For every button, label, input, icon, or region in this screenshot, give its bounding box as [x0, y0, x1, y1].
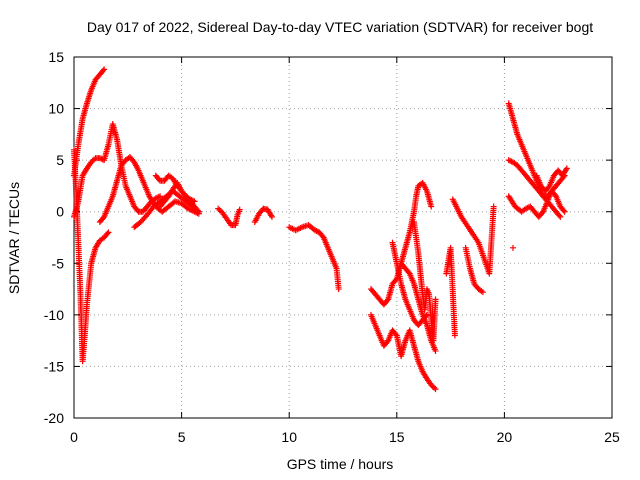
data-point — [101, 66, 108, 73]
data-point — [432, 347, 439, 354]
data-point — [191, 198, 198, 205]
series-sat-l — [367, 260, 439, 354]
y-tick-label: -10 — [44, 307, 64, 323]
series-sat-g — [157, 179, 198, 210]
data-point — [384, 338, 391, 345]
series-sat-n — [398, 179, 435, 267]
data-point — [539, 210, 546, 217]
data-point — [563, 165, 570, 172]
data-point — [557, 213, 564, 220]
plot-frame — [73, 56, 613, 419]
data-point — [100, 215, 107, 222]
data-point — [194, 207, 201, 214]
series-sat-r — [449, 196, 497, 277]
data-point — [490, 203, 497, 210]
axis-ticks — [73, 56, 613, 419]
data-point — [561, 208, 568, 215]
x-tick-label: 5 — [178, 429, 186, 445]
data-point — [451, 332, 458, 339]
x-tick-label: 10 — [281, 429, 297, 445]
data-point — [100, 67, 107, 74]
data-point — [195, 208, 202, 215]
y-tick-label: 5 — [56, 152, 64, 168]
data-point — [268, 213, 275, 220]
data-point — [335, 286, 342, 293]
x-tick-label: 25 — [604, 429, 620, 445]
data-point — [556, 212, 563, 219]
data-point — [422, 313, 429, 320]
data-point — [405, 269, 412, 276]
series-sat-m — [389, 239, 430, 329]
data-point — [545, 184, 552, 191]
data-point — [479, 289, 486, 296]
data-point — [104, 230, 111, 237]
data-point — [105, 229, 112, 236]
data-point — [432, 296, 439, 303]
series-sat-q — [462, 244, 486, 296]
x-axis-label: GPS time / hours — [287, 456, 394, 472]
data-point — [392, 331, 399, 338]
series-sat-w — [510, 244, 517, 251]
y-axis-label: SDTVAR / TECUs — [6, 182, 22, 294]
x-tick-label: 15 — [389, 429, 405, 445]
data-point — [236, 206, 243, 213]
data-point — [560, 207, 567, 214]
y-tick-label: -15 — [44, 358, 64, 374]
series-sat-o — [411, 219, 439, 344]
series-sat-j — [286, 222, 342, 293]
series-sat-v — [533, 165, 570, 195]
data-points — [71, 66, 570, 393]
x-tick-labels: 0 5 10 15 20 25 — [70, 429, 620, 445]
y-tick-label: 15 — [48, 49, 64, 65]
y-tick-labels: -20 -15 -10 -5 0 5 10 15 — [44, 49, 64, 426]
y-tick-label: -20 — [44, 410, 64, 426]
data-point — [551, 191, 558, 198]
y-tick-label: 0 — [56, 204, 64, 220]
data-point — [157, 193, 164, 200]
x-tick-label: 20 — [497, 429, 513, 445]
data-point — [428, 203, 435, 210]
series-sat-i — [251, 205, 275, 226]
series-sat-u — [505, 188, 568, 220]
data-point — [384, 297, 391, 304]
series-sat-k — [367, 311, 439, 393]
data-point — [319, 233, 326, 240]
data-point — [510, 244, 517, 251]
data-point — [423, 311, 430, 318]
chart-title: Day 017 of 2022, Sidereal Day-to-day VTE… — [87, 19, 593, 35]
x-tick-label: 0 — [70, 429, 78, 445]
series-sat-p — [443, 244, 458, 339]
series-sat-b — [71, 146, 112, 365]
y-tick-label: -5 — [52, 255, 65, 271]
y-tick-label: 10 — [48, 101, 64, 117]
series-sat-h — [215, 205, 243, 229]
data-point — [432, 386, 439, 393]
